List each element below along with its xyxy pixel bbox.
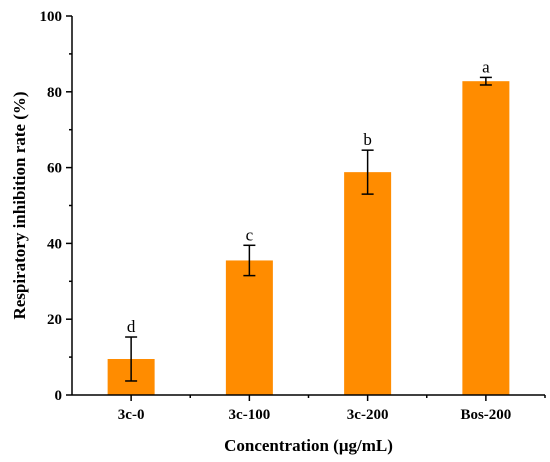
significance-label-3c-100: c <box>246 225 254 244</box>
y-tick-label: 0 <box>55 388 63 404</box>
error-bar-Bos-200 <box>479 76 492 86</box>
x-tick-label: Bos-200 <box>460 407 511 423</box>
x-tick-label: 3c-0 <box>118 407 145 423</box>
significance-label-3c-200: b <box>363 130 372 149</box>
x-tick-label: 3c-100 <box>229 407 271 423</box>
error-bar-3c-100 <box>243 244 256 277</box>
bar-3c-100 <box>225 260 273 395</box>
x-tick-label: 3c-200 <box>347 407 389 423</box>
axes-layer: 0 20 40 60 80 100 3c-0 3c-100 3c-200 Bos-200 <box>40 9 546 423</box>
y-tick-label: 100 <box>40 9 63 25</box>
bar-Bos-200 <box>462 81 510 396</box>
y-tick-label: 20 <box>47 312 62 328</box>
error-bar-3c-0 <box>125 336 138 382</box>
y-axis-title: Respiratory inhibition rate (%) <box>10 91 29 319</box>
x-axis-title: Concentration (μg/mL) <box>224 436 393 455</box>
significance-label-Bos-200: a <box>482 57 490 76</box>
significance-label-3c-0: d <box>127 317 136 336</box>
error-bar-3c-200 <box>361 149 374 195</box>
y-tick-label: 80 <box>47 85 62 101</box>
y-tick-label: 40 <box>47 236 62 252</box>
y-tick-label: 60 <box>47 161 62 177</box>
error-bars-layer <box>125 76 492 382</box>
bar-3c-200 <box>344 172 392 395</box>
bars-layer <box>107 81 510 396</box>
significance-labels-layer: d c b a <box>127 57 490 336</box>
